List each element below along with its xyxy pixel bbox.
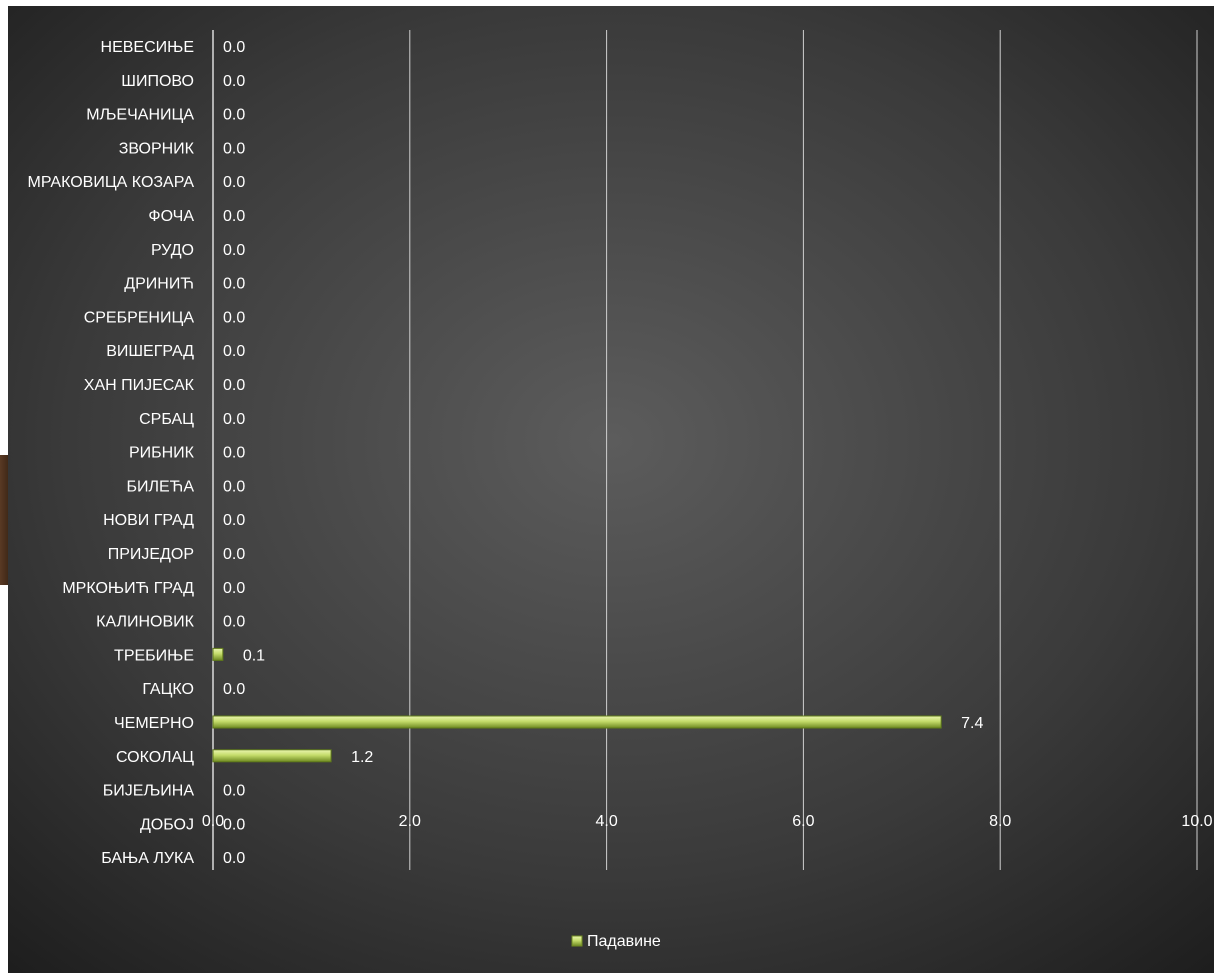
category-label: ШИПОВО xyxy=(121,73,194,90)
category-label: ДРИНИЋ xyxy=(124,276,194,293)
category-labels: НЕВЕСИЊЕ ШИПОВО МЉЕЧАНИЦА ЗВОРНИК МРАКОВИЦА … xyxy=(27,39,194,867)
category-label: ХАН ПИЈЕСАК xyxy=(84,377,195,394)
legend-label: Падавине xyxy=(587,933,661,950)
category-label: КАЛИНОВИК xyxy=(96,614,195,631)
category-label: МРАКОВИЦА КОЗАРА xyxy=(27,174,194,191)
bars xyxy=(212,647,942,763)
bar xyxy=(212,715,942,729)
category-label: БИЈЕЉИНА xyxy=(103,783,195,800)
category-label: ЗВОРНИК xyxy=(119,140,195,157)
data-label: 0.0 xyxy=(223,614,245,631)
category-label: ГАЦКО xyxy=(142,681,194,698)
data-label: 0.0 xyxy=(223,681,245,698)
data-label: 0.0 xyxy=(223,478,245,495)
data-label: 1.2 xyxy=(351,749,373,766)
category-label: СОКОЛАЦ xyxy=(116,749,194,766)
category-label: ФОЧА xyxy=(148,208,194,225)
data-label: 0.0 xyxy=(223,73,245,90)
chart-background xyxy=(8,6,1214,973)
category-label: ПРИЈЕДОР xyxy=(108,546,194,563)
category-label: РИБНИК xyxy=(129,445,195,462)
legend-swatch xyxy=(571,935,583,947)
category-label: БИЛЕЋА xyxy=(126,478,194,495)
category-label: МЉЕЧАНИЦА xyxy=(86,107,194,124)
x-tick-label: 10.0 xyxy=(1181,813,1212,830)
x-tick-label: 0.0 xyxy=(202,813,224,830)
data-label: 0.0 xyxy=(223,411,245,428)
data-label: 0.1 xyxy=(243,647,265,664)
x-tick-label: 4.0 xyxy=(595,813,617,830)
x-tick-labels: 0.0 2.0 4.0 6.0 8.0 10.0 xyxy=(202,813,1213,830)
data-label: 7.4 xyxy=(961,715,983,732)
bar xyxy=(212,749,332,763)
category-label: ТРЕБИЊЕ xyxy=(114,647,194,664)
data-label: 0.0 xyxy=(223,377,245,394)
data-label: 0.0 xyxy=(223,107,245,124)
data-label: 0.0 xyxy=(223,174,245,191)
category-label: НОВИ ГРАД xyxy=(103,512,194,529)
x-tick-label: 8.0 xyxy=(989,813,1011,830)
data-label: 0.0 xyxy=(223,445,245,462)
data-labels: 0.0 0.0 0.0 0.0 0.0 0.0 0.0 0.0 0.0 0.0 0.0 0.0 0.0 0… xyxy=(223,39,984,867)
data-label: 0.0 xyxy=(223,208,245,225)
left-edge-strip xyxy=(0,455,10,585)
data-label: 0.0 xyxy=(223,783,245,800)
data-label: 0.0 xyxy=(223,276,245,293)
data-label: 0.0 xyxy=(223,850,245,867)
data-label: 0.0 xyxy=(223,580,245,597)
category-label: ДОБОЈ xyxy=(140,816,194,833)
legend: Падавине xyxy=(571,933,661,950)
x-tick-label: 2.0 xyxy=(399,813,421,830)
category-label: БАЊА ЛУКА xyxy=(101,850,194,867)
data-label: 0.0 xyxy=(223,546,245,563)
data-label: 0.0 xyxy=(223,140,245,157)
category-label: СРБАЦ xyxy=(139,411,194,428)
category-label: МРКОЊИЋ ГРАД xyxy=(62,580,194,597)
category-label: ВИШЕГРАД xyxy=(106,343,194,360)
data-label: 0.0 xyxy=(223,512,245,529)
data-label: 0.0 xyxy=(223,242,245,259)
x-tick-label: 6.0 xyxy=(792,813,814,830)
data-label: 0.0 xyxy=(223,39,245,56)
gridlines xyxy=(212,30,1198,870)
data-label: 0.0 xyxy=(223,816,245,833)
data-label: 0.0 xyxy=(223,309,245,326)
data-label: 0.0 xyxy=(223,343,245,360)
category-label: СРЕБРЕНИЦА xyxy=(84,309,195,326)
bar xyxy=(212,647,224,661)
category-label: РУДО xyxy=(151,242,194,259)
category-label: ЧЕМЕРНО xyxy=(114,715,194,732)
category-label: НЕВЕСИЊЕ xyxy=(101,39,194,56)
